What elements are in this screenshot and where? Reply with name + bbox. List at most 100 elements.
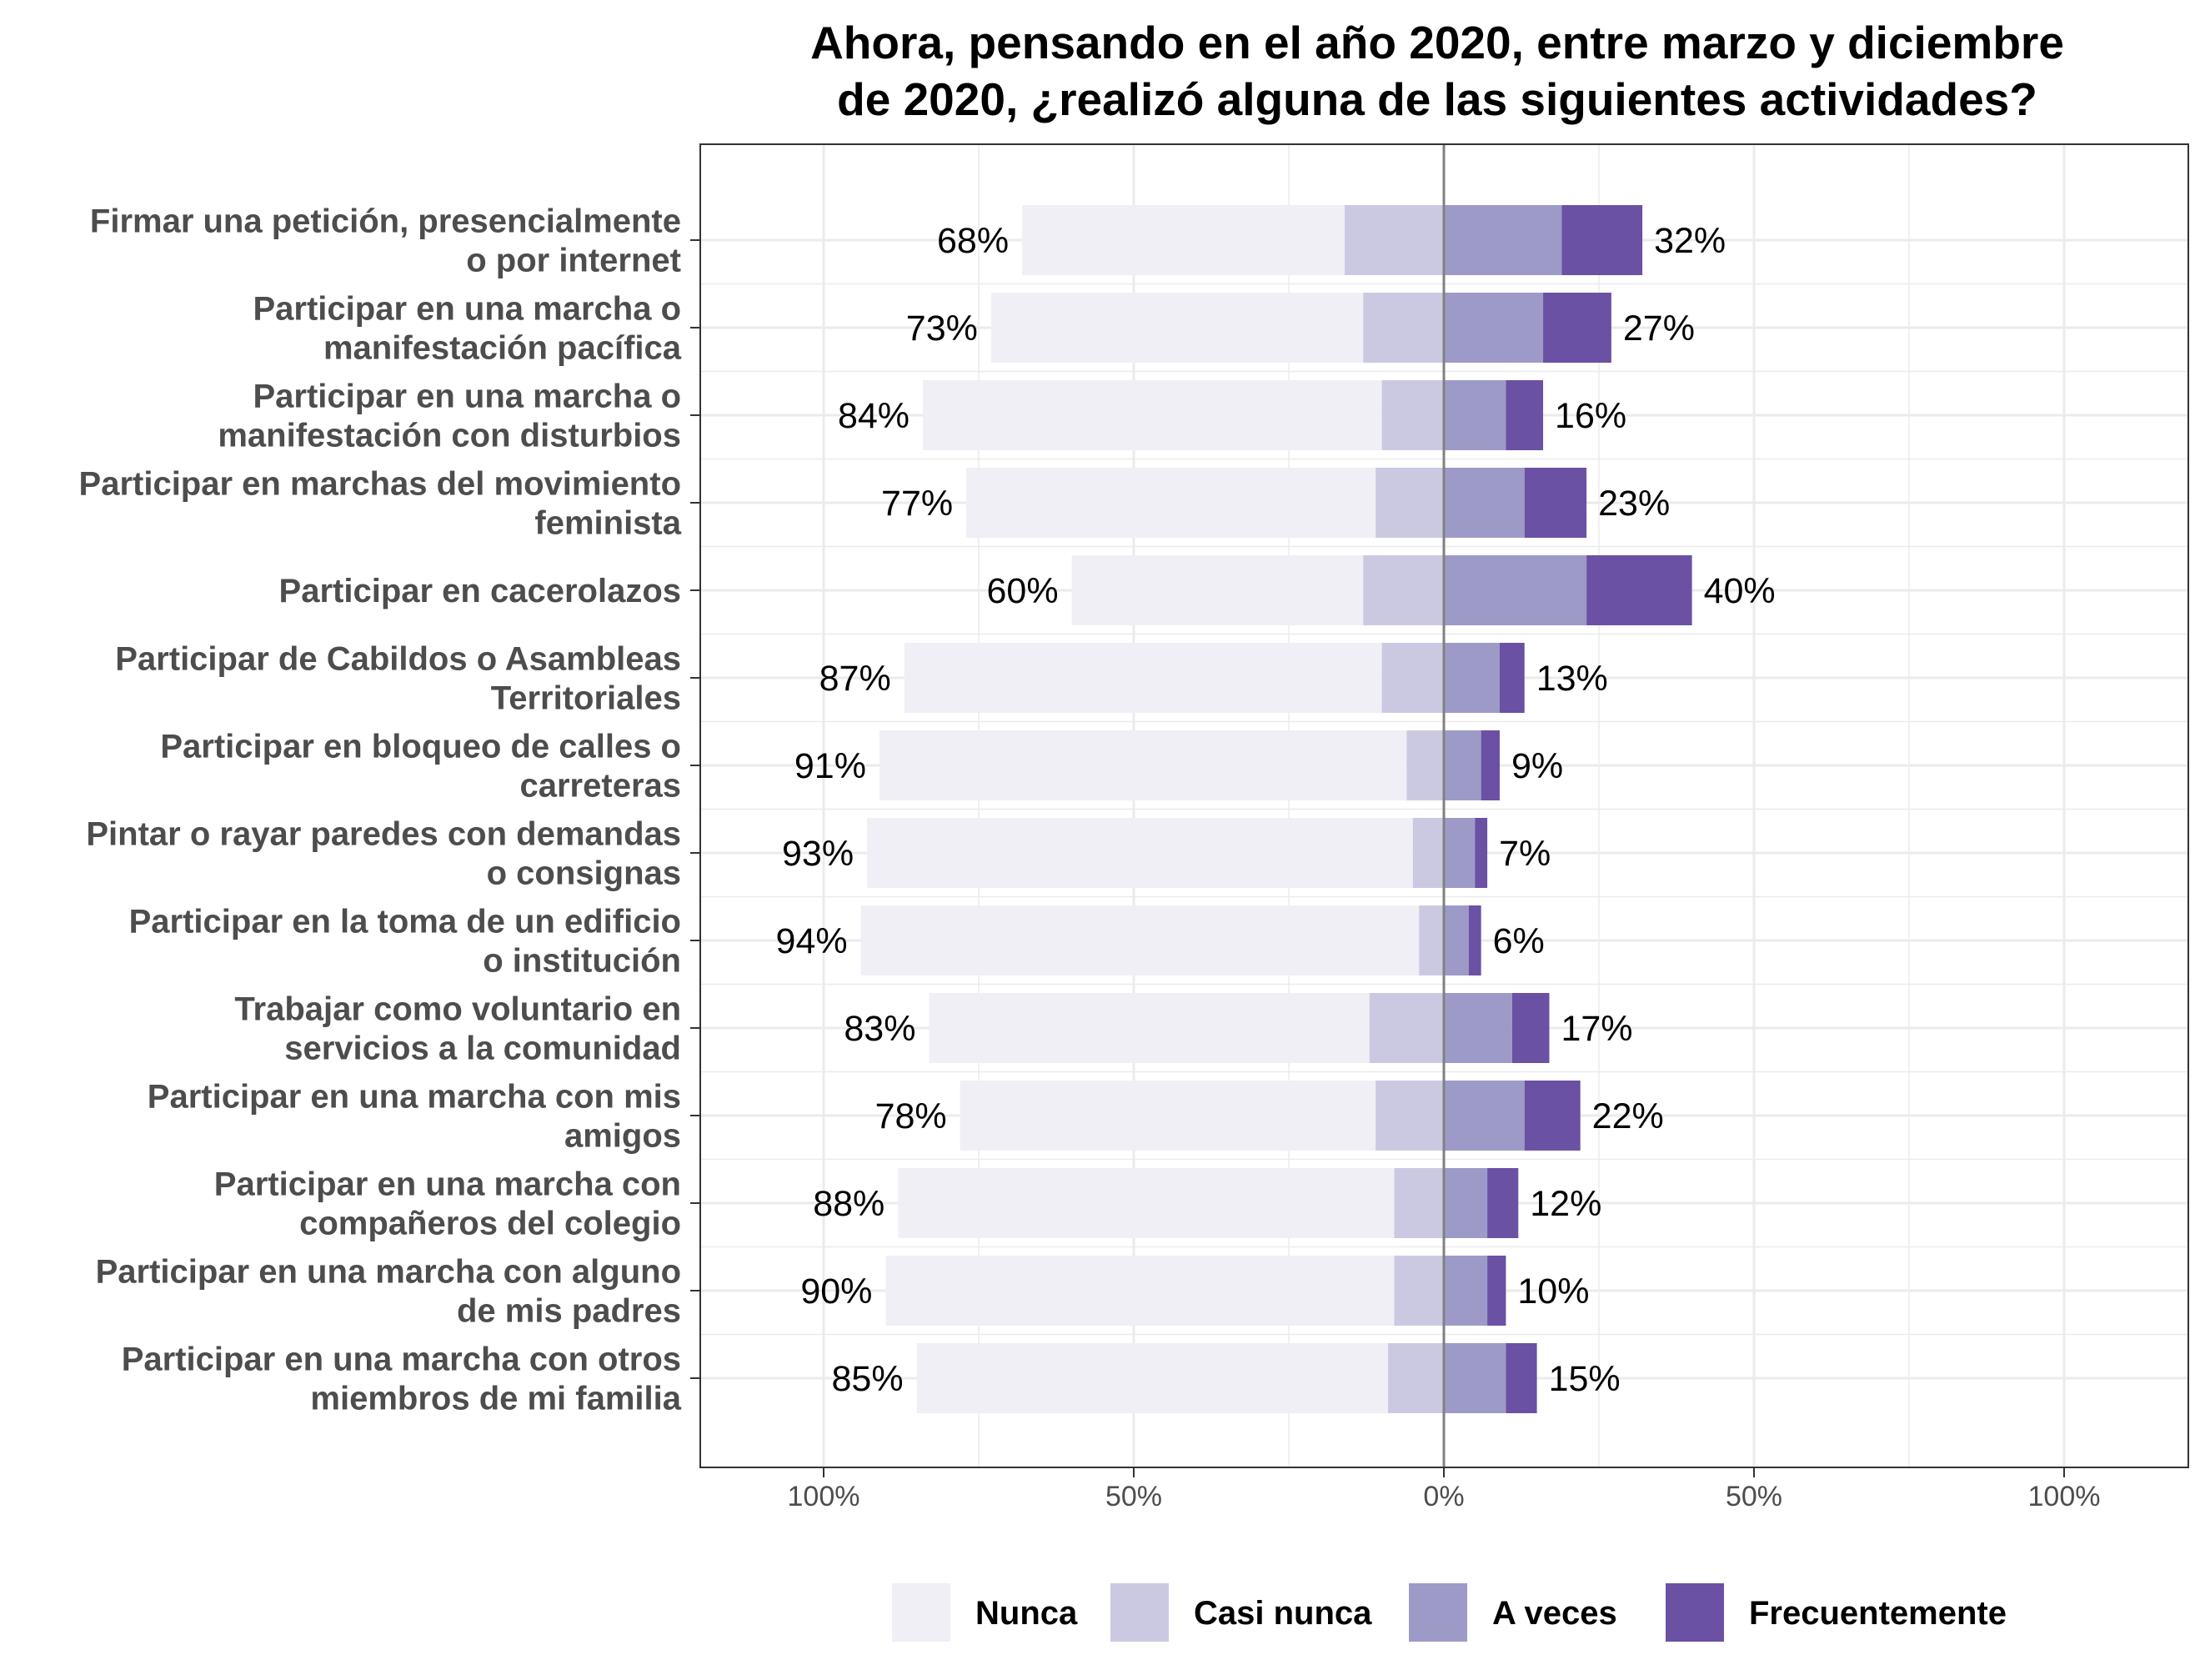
bar-frecuentemente [1506,380,1544,450]
bar-frecuentemente [1586,555,1692,625]
bar-frecuentemente [1487,1256,1506,1326]
bar-a-veces [1444,1081,1525,1151]
bar-nunca [990,293,1364,363]
category-label-line: Participar en la toma de un edificio [129,904,681,940]
bar-casi-nunca [1363,293,1444,363]
bars [860,205,1692,1413]
bar-nunca [898,1168,1395,1238]
bar-frecuentemente [1487,1168,1519,1238]
legend-key [1666,1583,1724,1642]
bar-frecuentemente [1543,293,1611,363]
category-label-line: Participar de Cabildos o Asambleas [115,641,681,678]
negative-percent-label: 77% [881,484,953,524]
bar-a-veces [1444,468,1525,538]
bar-frecuentemente [1468,905,1481,975]
category-label-line: Pintar o rayar paredes con demandas [86,816,681,853]
bar-casi-nunca [1381,380,1444,450]
bar-casi-nunca [1376,468,1444,538]
bar-casi-nunca [1376,1081,1444,1151]
category-label-line: Participar en una marcha o [253,379,681,415]
category-label-line: Participar en una marcha con [214,1166,681,1203]
legend-label: Casi nunca [1194,1595,1372,1632]
bar-nunca [923,380,1382,450]
bar-a-veces [1444,205,1562,275]
bar-casi-nunca [1381,643,1444,713]
bar-a-veces [1444,993,1512,1063]
bar-a-veces [1444,555,1587,625]
category-label-line: o institución [483,943,681,980]
bar-frecuentemente [1524,1081,1581,1151]
legend: Nunca Casi nunca A veces Frecuentemente [892,1583,2007,1642]
x-tick-label: 50% [1105,1481,1162,1512]
category-label-line: amigos [564,1118,681,1155]
negative-percent-label: 88% [813,1184,885,1224]
negative-percent-label: 90% [800,1271,872,1311]
bar-a-veces [1444,818,1476,888]
negative-percent-label: 83% [844,1009,915,1049]
bar-frecuentemente [1499,643,1525,713]
positive-percent-label: 9% [1511,746,1563,786]
bar-a-veces [1444,1256,1488,1326]
bar-casi-nunca [1419,905,1444,975]
bar-casi-nunca [1394,1168,1444,1238]
bar-a-veces [1444,643,1500,713]
category-label-line: Participar en una marcha con mis [148,1079,681,1116]
negative-percent-label: 84% [838,396,910,436]
panel-border [699,143,2189,1468]
category-label-line: feminista [534,505,681,542]
legend-key [892,1583,950,1642]
bar-nunca [916,1343,1389,1413]
negative-percent-label: 87% [819,659,891,699]
positive-percent-label: 15% [1549,1359,1621,1399]
negative-percent-label: 91% [794,746,866,786]
positive-percent-label: 16% [1555,396,1626,436]
bar-nunca [960,1081,1376,1151]
category-label-line: Participar en cacerolazos [279,573,681,609]
legend-key [1110,1583,1169,1642]
category-label-line: Territoriales [491,680,681,717]
legend-key [1409,1583,1467,1642]
legend-label: Frecuentemente [1749,1595,2007,1632]
bar-casi-nunca [1369,993,1444,1063]
positive-percent-label: 7% [1499,834,1551,874]
bar-a-veces [1444,293,1544,363]
bar-nunca [929,993,1370,1063]
legend-label: A veces [1492,1595,1617,1632]
bar-frecuentemente [1511,993,1550,1063]
positive-percent-label: 17% [1561,1009,1632,1049]
x-tick-label: 100% [2028,1481,2101,1512]
bar-casi-nunca [1394,1256,1444,1326]
percent-labels: 68% 32% 73% 27% 84% 16% 77% 23% 60% 40% 87% 13% 91% 9… [776,221,1776,1399]
negative-percent-label: 85% [832,1359,904,1399]
legend-label: Nunca [975,1595,1078,1632]
positive-percent-label: 13% [1536,659,1608,699]
bar-frecuentemente [1561,205,1643,275]
category-label-line: Participar en marchas del movimiento [79,466,681,503]
bar-nunca [860,905,1420,975]
category-label-line: Participar en bloqueo de calles o [160,729,681,765]
positive-percent-label: 10% [1517,1271,1589,1311]
category-label-line: de mis padres [457,1293,681,1330]
bar-frecuentemente [1524,468,1587,538]
x-tick-label: 100% [788,1481,860,1512]
bar-a-veces [1444,1343,1506,1413]
negative-percent-label: 60% [987,571,1059,611]
positive-percent-label: 40% [1704,571,1776,611]
category-label-line: manifestación pacífica [323,330,682,367]
negative-percent-label: 94% [776,921,848,961]
negative-percent-label: 93% [782,834,854,874]
positive-percent-label: 32% [1654,221,1726,261]
category-label-line: o por internet [466,243,681,279]
category-label-line: Participar en una marcha con otros [122,1341,681,1378]
bar-casi-nunca [1363,555,1444,625]
bar-casi-nunca [1344,205,1444,275]
bar-nunca [904,643,1382,713]
bar-nunca [879,730,1407,800]
bar-casi-nunca [1388,1343,1444,1413]
bar-casi-nunca [1412,818,1444,888]
x-tick-label: 0% [1423,1481,1464,1512]
category-label-line: o consignas [487,855,681,892]
category-label-line: Participar en una marcha con alguno [96,1254,681,1291]
